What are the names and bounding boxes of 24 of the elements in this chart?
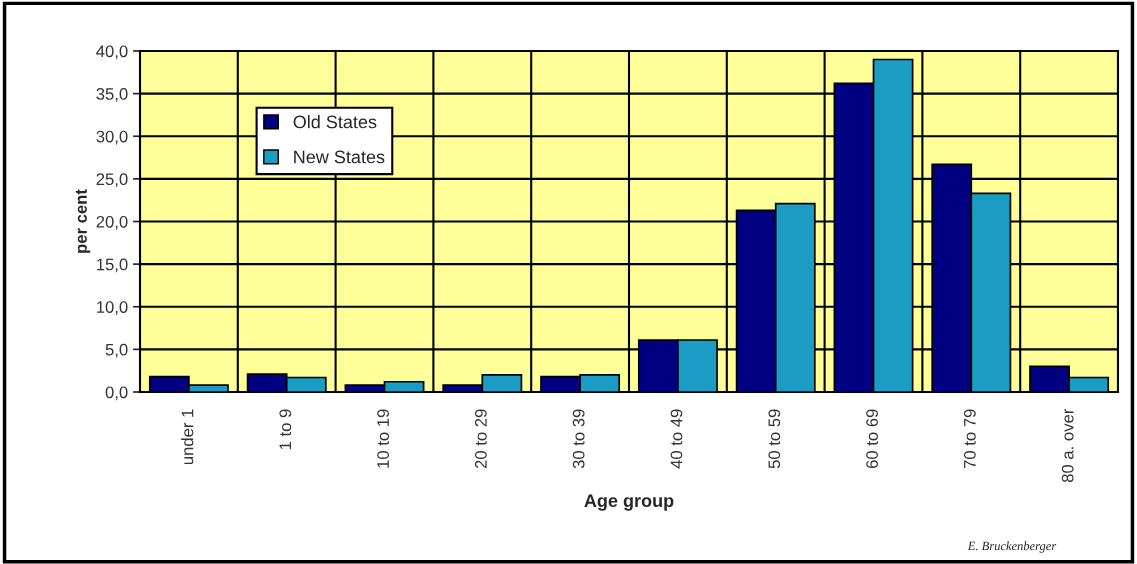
y-tick-label: 5,0	[105, 343, 128, 358]
y-tick-label: 25,0	[96, 173, 128, 188]
legend-label: New States	[294, 150, 385, 164]
y-tick-label: 0,0	[105, 386, 128, 401]
text: E. Bruckenberger	[967, 541, 1057, 553]
x-tick-label: 80 a. over	[1061, 408, 1074, 483]
x-tick-label: 60 to 69	[866, 409, 878, 469]
x-axis-title: Age group	[584, 494, 674, 511]
y-tick-label: 40,0	[96, 45, 128, 60]
y-tick-label: 35,0	[96, 88, 128, 102]
x-tick-label: 20 to 29	[474, 409, 487, 469]
x-tick-label: 1 to 9	[279, 409, 292, 450]
x-tick-label: 10 to 19	[377, 409, 389, 468]
x-tick-label: 50 to 59	[768, 409, 781, 469]
y-tick-label: 30,0	[96, 130, 128, 145]
x-tick-label: under 1	[181, 409, 194, 465]
y-tick-label: 20,0	[96, 215, 128, 230]
y-tick-label: 10,0	[97, 301, 128, 315]
x-tick-label: 30 to 39	[572, 409, 585, 469]
y-axis-title: per cent	[75, 189, 91, 253]
x-tick-label: 70 to 79	[963, 409, 976, 469]
x-tick-label: 40 to 49	[670, 409, 683, 469]
legend-label: Old States	[293, 115, 377, 129]
y-tick-label: 15,0	[97, 258, 128, 273]
